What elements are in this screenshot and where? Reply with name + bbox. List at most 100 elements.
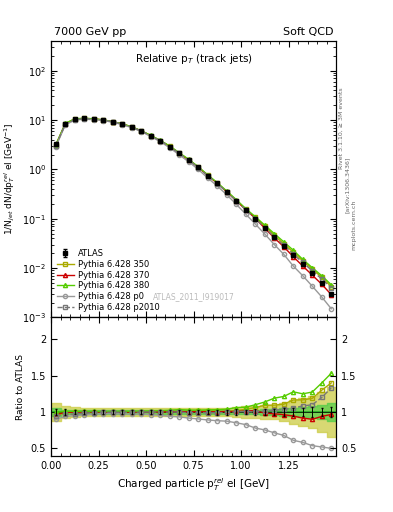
Pythia 6.428 380	[224, 188, 229, 194]
Text: 7000 GeV pp: 7000 GeV pp	[54, 27, 126, 37]
Pythia 6.428 350	[253, 215, 258, 221]
Pythia 6.428 350	[234, 198, 239, 204]
Pythia 6.428 380	[110, 119, 115, 125]
Pythia 6.428 p0	[53, 144, 58, 150]
Pythia 6.428 350	[320, 274, 324, 281]
Pythia 6.428 380	[215, 180, 220, 186]
Pythia 6.428 370	[253, 215, 258, 221]
Pythia 6.428 p2010	[291, 251, 296, 258]
Pythia 6.428 p0	[224, 191, 229, 198]
Pythia 6.428 370	[120, 121, 125, 127]
Pythia 6.428 p0	[63, 122, 68, 128]
Pythia 6.428 380	[120, 121, 125, 127]
Pythia 6.428 370	[167, 143, 172, 150]
Pythia 6.428 p2010	[92, 116, 96, 122]
Pythia 6.428 p0	[281, 251, 286, 258]
Pythia 6.428 370	[196, 164, 201, 170]
Pythia 6.428 p0	[72, 117, 77, 123]
Pythia 6.428 350	[120, 121, 125, 127]
Pythia 6.428 p0	[92, 117, 96, 123]
Pythia 6.428 p0	[110, 119, 115, 125]
Pythia 6.428 p0	[196, 166, 201, 173]
Pythia 6.428 380	[139, 127, 144, 134]
Pythia 6.428 370	[206, 173, 210, 179]
Pythia 6.428 370	[139, 128, 144, 134]
Pythia 6.428 370	[329, 291, 334, 297]
Pythia 6.428 p2010	[149, 133, 153, 139]
Pythia 6.428 380	[158, 137, 163, 143]
Pythia 6.428 p2010	[158, 138, 163, 144]
Pythia 6.428 350	[224, 188, 229, 195]
Pythia 6.428 p2010	[272, 234, 277, 240]
Pythia 6.428 370	[82, 115, 87, 121]
Pythia 6.428 370	[110, 119, 115, 125]
Pythia 6.428 p2010	[129, 124, 134, 130]
Y-axis label: 1/N$_{jet}$ dN/dp$_T^{rel}$ el [GeV$^{-1}$]: 1/N$_{jet}$ dN/dp$_T^{rel}$ el [GeV$^{-1…	[2, 123, 17, 236]
Pythia 6.428 350	[110, 119, 115, 125]
Pythia 6.428 380	[320, 273, 324, 279]
Pythia 6.428 370	[149, 133, 153, 139]
Pythia 6.428 350	[243, 206, 248, 212]
Pythia 6.428 370	[158, 138, 163, 144]
Pythia 6.428 370	[177, 151, 182, 157]
Pythia 6.428 380	[196, 164, 201, 170]
Pythia 6.428 350	[149, 133, 153, 139]
Pythia 6.428 p0	[272, 242, 277, 248]
Pythia 6.428 370	[186, 157, 191, 163]
Pythia 6.428 350	[158, 138, 163, 144]
Pythia 6.428 350	[63, 121, 68, 127]
Pythia 6.428 380	[129, 124, 134, 130]
Pythia 6.428 370	[72, 116, 77, 122]
Pythia 6.428 380	[167, 143, 172, 149]
Pythia 6.428 380	[234, 197, 239, 203]
Pythia 6.428 370	[234, 198, 239, 204]
Pythia 6.428 p0	[101, 117, 106, 123]
Pythia 6.428 p0	[206, 175, 210, 181]
Pythia 6.428 370	[101, 117, 106, 123]
Line: Pythia 6.428 p0: Pythia 6.428 p0	[54, 117, 333, 311]
Pythia 6.428 370	[224, 189, 229, 195]
Pythia 6.428 p0	[234, 201, 239, 207]
Pythia 6.428 350	[206, 172, 210, 178]
Pythia 6.428 p0	[167, 145, 172, 151]
Text: Relative p$_T$ (track jets): Relative p$_T$ (track jets)	[134, 52, 253, 66]
Pythia 6.428 p0	[320, 294, 324, 300]
Pythia 6.428 370	[129, 124, 134, 130]
Pythia 6.428 p0	[253, 221, 258, 227]
Text: ATLAS_2011_I919017: ATLAS_2011_I919017	[152, 292, 235, 301]
Pythia 6.428 p2010	[196, 164, 201, 170]
Pythia 6.428 350	[139, 128, 144, 134]
Pythia 6.428 370	[281, 244, 286, 250]
Pythia 6.428 p0	[329, 306, 334, 312]
Pythia 6.428 p0	[177, 152, 182, 158]
Pythia 6.428 p2010	[101, 117, 106, 123]
Pythia 6.428 p2010	[63, 121, 68, 127]
Pythia 6.428 380	[72, 116, 77, 122]
Pythia 6.428 p0	[291, 263, 296, 269]
Pythia 6.428 p2010	[177, 151, 182, 157]
Y-axis label: Ratio to ATLAS: Ratio to ATLAS	[16, 354, 25, 419]
Pythia 6.428 350	[196, 164, 201, 170]
Pythia 6.428 p2010	[329, 285, 334, 291]
Pythia 6.428 350	[281, 241, 286, 247]
Pythia 6.428 380	[263, 222, 267, 228]
Pythia 6.428 p2010	[53, 143, 58, 149]
Pythia 6.428 p2010	[72, 117, 77, 123]
Pythia 6.428 380	[329, 282, 334, 288]
Pythia 6.428 350	[72, 116, 77, 122]
Pythia 6.428 p2010	[82, 116, 87, 122]
Text: [arXiv:1306.3436]: [arXiv:1306.3436]	[345, 156, 350, 212]
Pythia 6.428 380	[281, 239, 286, 245]
Pythia 6.428 p0	[120, 121, 125, 127]
Pythia 6.428 350	[272, 232, 277, 239]
Pythia 6.428 370	[53, 142, 58, 148]
Pythia 6.428 p2010	[253, 216, 258, 222]
Text: mcplots.cern.ch: mcplots.cern.ch	[351, 200, 356, 250]
Pythia 6.428 380	[82, 115, 87, 121]
Text: Soft QCD: Soft QCD	[283, 27, 333, 37]
Pythia 6.428 380	[63, 120, 68, 126]
Pythia 6.428 p0	[263, 231, 267, 237]
Pythia 6.428 370	[272, 235, 277, 241]
Pythia 6.428 p2010	[110, 119, 115, 125]
Pythia 6.428 370	[92, 116, 96, 122]
